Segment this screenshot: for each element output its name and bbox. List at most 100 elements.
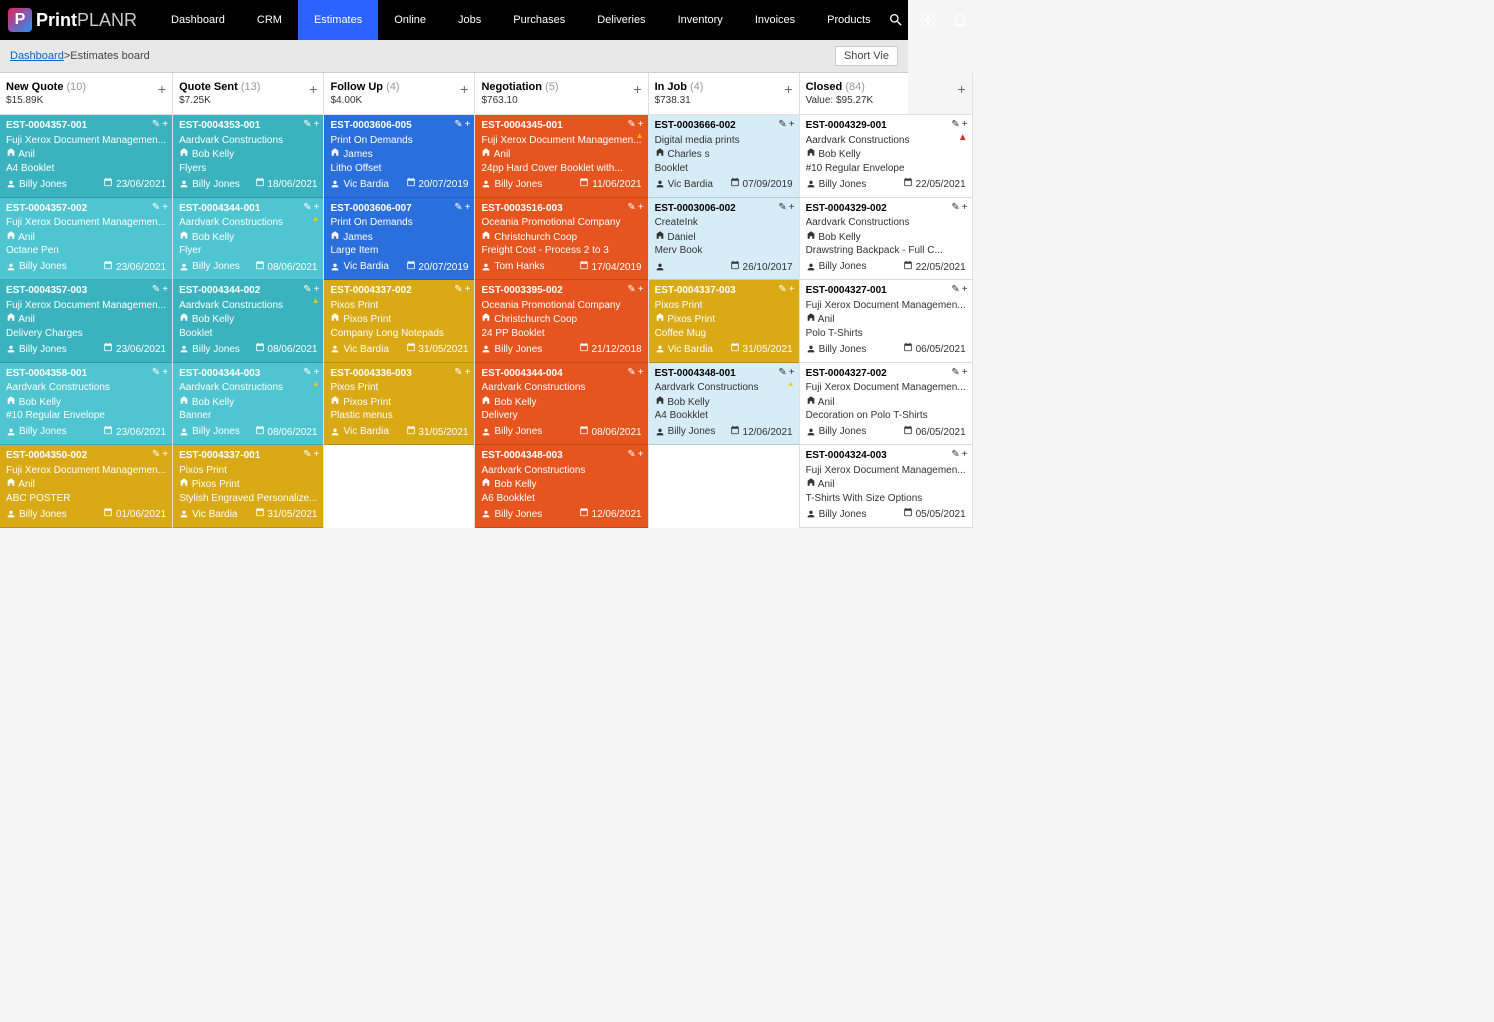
nav-invoices[interactable]: Invoices bbox=[739, 0, 811, 40]
column-add-icon[interactable]: + bbox=[957, 81, 965, 97]
edit-icon[interactable]: ✎ bbox=[627, 448, 635, 462]
nav-inventory[interactable]: Inventory bbox=[662, 0, 739, 40]
estimate-card[interactable]: EST-0004337-002 ✎ + Pixos Print Pixos Pr… bbox=[324, 280, 474, 363]
edit-icon[interactable]: ✎ bbox=[152, 448, 160, 462]
estimate-card[interactable]: EST-0004344-003 ✎ + Aardvark Constructio… bbox=[173, 363, 323, 446]
edit-icon[interactable]: ✎ bbox=[152, 201, 160, 215]
add-icon[interactable]: + bbox=[789, 283, 795, 297]
edit-icon[interactable]: ✎ bbox=[454, 201, 462, 215]
estimate-card[interactable]: EST-0004344-001 ✎ + Aardvark Constructio… bbox=[173, 198, 323, 281]
short-view-toggle[interactable]: Short Vie bbox=[835, 46, 898, 66]
estimate-card[interactable]: EST-0004357-003 ✎ + Fuji Xerox Document … bbox=[0, 280, 172, 363]
column-add-icon[interactable]: + bbox=[309, 81, 317, 97]
estimate-card[interactable]: EST-0004327-001 ✎ + Fuji Xerox Document … bbox=[800, 280, 972, 363]
estimate-card[interactable]: EST-0004345-001 ✎ + Fuji Xerox Document … bbox=[475, 115, 647, 198]
estimate-card[interactable]: EST-0004357-001 ✎ + Fuji Xerox Document … bbox=[0, 115, 172, 198]
add-icon[interactable]: + bbox=[162, 366, 168, 380]
add-icon[interactable]: + bbox=[962, 448, 968, 462]
estimate-card[interactable]: EST-0004329-001 ✎ + ▲ Aardvark Construct… bbox=[800, 115, 972, 198]
add-icon[interactable]: + bbox=[638, 201, 644, 215]
edit-icon[interactable]: ✎ bbox=[152, 366, 160, 380]
edit-icon[interactable]: ✎ bbox=[303, 283, 311, 297]
logo[interactable]: P PrintPLANR bbox=[8, 8, 137, 32]
estimate-card[interactable]: EST-0004350-002 ✎ + Fuji Xerox Document … bbox=[0, 445, 172, 528]
add-icon[interactable]: + bbox=[962, 118, 968, 132]
nav-deliveries[interactable]: Deliveries bbox=[581, 0, 661, 40]
edit-icon[interactable]: ✎ bbox=[951, 366, 959, 380]
add-icon[interactable]: + bbox=[789, 118, 795, 132]
estimate-card[interactable]: EST-0004344-004 ✎ + Aardvark Constructio… bbox=[475, 363, 647, 446]
estimate-card[interactable]: EST-0004357-002 ✎ + Fuji Xerox Document … bbox=[0, 198, 172, 281]
add-icon[interactable]: + bbox=[314, 201, 320, 215]
add-icon[interactable]: + bbox=[314, 448, 320, 462]
bell-icon[interactable] bbox=[951, 11, 969, 29]
column-add-icon[interactable]: + bbox=[784, 81, 792, 97]
edit-icon[interactable]: ✎ bbox=[454, 118, 462, 132]
add-icon[interactable]: + bbox=[465, 201, 471, 215]
edit-icon[interactable]: ✎ bbox=[627, 201, 635, 215]
edit-icon[interactable]: ✎ bbox=[454, 283, 462, 297]
add-icon[interactable]: + bbox=[314, 283, 320, 297]
add-icon[interactable] bbox=[919, 11, 937, 29]
estimate-card[interactable]: EST-0003006-002 ✎ + CreateInk Daniel Mer… bbox=[649, 198, 799, 281]
estimate-card[interactable]: EST-0003606-005 ✎ + Print On Demands Jam… bbox=[324, 115, 474, 198]
edit-icon[interactable]: ✎ bbox=[303, 366, 311, 380]
estimate-card[interactable]: EST-0004344-002 ✎ + Aardvark Constructio… bbox=[173, 280, 323, 363]
add-icon[interactable]: + bbox=[162, 118, 168, 132]
estimate-card[interactable]: EST-0003606-007 ✎ + Print On Demands Jam… bbox=[324, 198, 474, 281]
add-icon[interactable]: + bbox=[638, 448, 644, 462]
estimate-card[interactable]: EST-0004348-001 ✎ + Aardvark Constructio… bbox=[649, 363, 799, 446]
edit-icon[interactable]: ✎ bbox=[454, 366, 462, 380]
column-add-icon[interactable]: + bbox=[158, 81, 166, 97]
add-icon[interactable]: + bbox=[465, 366, 471, 380]
estimate-card[interactable]: EST-0003395-002 ✎ + Oceania Promotional … bbox=[475, 280, 647, 363]
add-icon[interactable]: + bbox=[314, 366, 320, 380]
edit-icon[interactable]: ✎ bbox=[627, 118, 635, 132]
edit-icon[interactable]: ✎ bbox=[951, 448, 959, 462]
estimate-card[interactable]: EST-0004327-002 ✎ + Fuji Xerox Document … bbox=[800, 363, 972, 446]
add-icon[interactable]: + bbox=[162, 201, 168, 215]
add-icon[interactable]: + bbox=[789, 366, 795, 380]
add-icon[interactable]: + bbox=[465, 118, 471, 132]
edit-icon[interactable]: ✎ bbox=[951, 201, 959, 215]
add-icon[interactable]: + bbox=[162, 283, 168, 297]
edit-icon[interactable]: ✎ bbox=[778, 366, 786, 380]
add-icon[interactable]: + bbox=[314, 118, 320, 132]
nav-dashboard[interactable]: Dashboard bbox=[155, 0, 241, 40]
edit-icon[interactable]: ✎ bbox=[152, 283, 160, 297]
edit-icon[interactable]: ✎ bbox=[152, 118, 160, 132]
edit-icon[interactable]: ✎ bbox=[951, 283, 959, 297]
add-icon[interactable]: + bbox=[789, 201, 795, 215]
edit-icon[interactable]: ✎ bbox=[778, 283, 786, 297]
add-icon[interactable]: + bbox=[638, 118, 644, 132]
add-icon[interactable]: + bbox=[962, 283, 968, 297]
add-icon[interactable]: + bbox=[962, 201, 968, 215]
estimate-card[interactable]: EST-0004358-001 ✎ + Aardvark Constructio… bbox=[0, 363, 172, 446]
nav-estimates[interactable]: Estimates bbox=[298, 0, 378, 40]
edit-icon[interactable]: ✎ bbox=[303, 448, 311, 462]
estimate-card[interactable]: EST-0004337-001 ✎ + Pixos Print Pixos Pr… bbox=[173, 445, 323, 528]
add-icon[interactable]: + bbox=[638, 283, 644, 297]
estimate-card[interactable]: EST-0004337-003 ✎ + Pixos Print Pixos Pr… bbox=[649, 280, 799, 363]
nav-crm[interactable]: CRM bbox=[241, 0, 298, 40]
add-icon[interactable]: + bbox=[638, 366, 644, 380]
add-icon[interactable]: + bbox=[162, 448, 168, 462]
edit-icon[interactable]: ✎ bbox=[303, 118, 311, 132]
estimate-card[interactable]: EST-0004324-003 ✎ + Fuji Xerox Document … bbox=[800, 445, 972, 528]
add-icon[interactable]: + bbox=[962, 366, 968, 380]
nav-purchases[interactable]: Purchases bbox=[497, 0, 581, 40]
estimate-card[interactable]: EST-0004329-002 ✎ + Aardvark Constructio… bbox=[800, 198, 972, 281]
estimate-card[interactable]: EST-0003516-003 ✎ + Oceania Promotional … bbox=[475, 198, 647, 281]
edit-icon[interactable]: ✎ bbox=[778, 118, 786, 132]
edit-icon[interactable]: ✎ bbox=[951, 118, 959, 132]
column-add-icon[interactable]: + bbox=[633, 81, 641, 97]
edit-icon[interactable]: ✎ bbox=[627, 366, 635, 380]
edit-icon[interactable]: ✎ bbox=[778, 201, 786, 215]
search-icon[interactable] bbox=[887, 11, 905, 29]
add-icon[interactable]: + bbox=[465, 283, 471, 297]
breadcrumb-link[interactable]: Dashboard bbox=[10, 50, 64, 62]
estimate-card[interactable]: EST-0003666-002 ✎ + Digital media prints… bbox=[649, 115, 799, 198]
nav-online[interactable]: Online bbox=[378, 0, 442, 40]
edit-icon[interactable]: ✎ bbox=[303, 201, 311, 215]
edit-icon[interactable]: ✎ bbox=[627, 283, 635, 297]
